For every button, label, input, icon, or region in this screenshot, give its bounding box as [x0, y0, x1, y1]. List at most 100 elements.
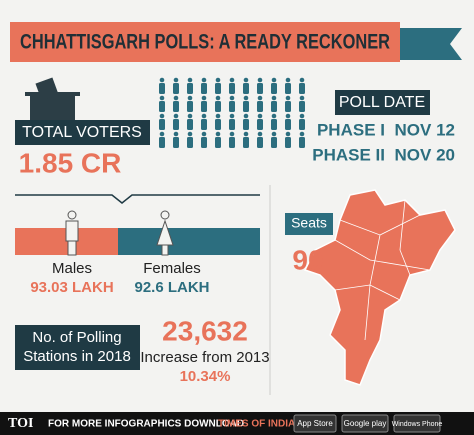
person-icon	[159, 113, 165, 119]
male-icon	[65, 210, 79, 256]
person-icon	[159, 131, 165, 137]
females-value: 92.6 LAKH	[134, 279, 209, 296]
person-icon	[201, 131, 207, 137]
person-icon	[159, 95, 165, 101]
person-icon	[187, 101, 193, 112]
person-icon	[187, 83, 193, 94]
person-icon	[229, 95, 235, 101]
person-icon	[285, 95, 291, 101]
person-icon	[215, 137, 221, 148]
polling-label: Stations in 2018	[23, 348, 131, 365]
polling-label: No. of Polling	[32, 329, 121, 346]
person-icon	[271, 137, 277, 148]
store-badge[interactable]	[393, 414, 441, 433]
person-icon	[173, 137, 179, 148]
state-map	[303, 189, 456, 386]
footer-text: FOR MORE INFOGRAPHICS DOWNLOAD	[48, 419, 244, 430]
person-icon	[201, 137, 207, 148]
person-icon	[285, 131, 291, 137]
polling-value: 23,632	[162, 315, 248, 346]
increase-value: 10.34%	[180, 368, 231, 385]
person-icon	[271, 77, 277, 83]
person-icon	[159, 77, 165, 83]
person-icon	[299, 83, 305, 94]
person-icon	[215, 83, 221, 94]
person-icon	[285, 101, 291, 112]
people-grid	[159, 77, 305, 148]
person-icon	[257, 137, 263, 148]
person-icon	[257, 77, 263, 83]
person-icon	[215, 131, 221, 137]
person-icon	[187, 137, 193, 148]
person-icon	[257, 119, 263, 130]
polling-label-box	[15, 325, 140, 370]
person-icon	[173, 131, 179, 137]
person-icon	[229, 119, 235, 130]
poll-date-title: POLL DATE	[339, 94, 425, 111]
seats-label-box	[285, 213, 333, 235]
person-icon	[285, 113, 291, 119]
person-icon	[215, 101, 221, 112]
voters-value: 1.85 CR	[19, 147, 122, 178]
person-icon	[229, 101, 235, 112]
store-label[interactable]: Windows Phone	[392, 421, 443, 428]
person-icon	[173, 95, 179, 101]
females-label: Females	[143, 260, 201, 277]
person-icon	[159, 101, 165, 112]
person-icon	[187, 113, 193, 119]
person-icon	[243, 137, 249, 148]
voters-label-box	[15, 120, 150, 145]
person-icon	[215, 77, 221, 83]
person-icon	[257, 131, 263, 137]
person-icon	[201, 119, 207, 130]
person-icon	[187, 131, 193, 137]
person-icon	[243, 131, 249, 137]
footer-logo: TOI	[8, 416, 33, 431]
phase-date: NOV 20	[395, 145, 455, 164]
person-icon	[299, 95, 305, 101]
person-icon	[271, 83, 277, 94]
person-icon	[201, 113, 207, 119]
person-icon	[299, 113, 305, 119]
person-icon	[173, 101, 179, 112]
person-icon	[271, 119, 277, 130]
person-icon	[201, 77, 207, 83]
person-icon	[243, 113, 249, 119]
person-icon	[243, 83, 249, 94]
person-icon	[243, 119, 249, 130]
store-label[interactable]: Google play	[344, 419, 387, 428]
person-icon	[271, 95, 277, 101]
person-icon	[299, 77, 305, 83]
person-icon	[299, 119, 305, 130]
person-icon	[173, 113, 179, 119]
store-label[interactable]: App Store	[297, 419, 333, 428]
person-icon	[215, 95, 221, 101]
person-icon	[159, 83, 165, 94]
person-icon	[271, 101, 277, 112]
person-icon	[285, 119, 291, 130]
female-icon	[156, 210, 174, 256]
females-bar	[118, 228, 260, 255]
males-label: Males	[52, 260, 92, 277]
person-icon	[257, 113, 263, 119]
person-icon	[201, 95, 207, 101]
map-districts	[334, 199, 431, 341]
ballot-icon	[25, 77, 80, 120]
person-icon	[173, 119, 179, 130]
person-icon	[229, 113, 235, 119]
phase-name: PHASE II	[312, 145, 385, 164]
person-icon	[173, 83, 179, 94]
person-icon	[215, 113, 221, 119]
seats-value: 90	[292, 244, 323, 275]
person-icon	[285, 137, 291, 148]
person-icon	[229, 83, 235, 94]
store-badge[interactable]	[293, 414, 337, 433]
person-icon	[229, 77, 235, 83]
poll-date-box	[335, 90, 430, 115]
person-icon	[285, 83, 291, 94]
store-badge[interactable]	[341, 414, 389, 433]
voters-label: TOTAL VOTERS	[22, 124, 142, 141]
person-icon	[243, 101, 249, 112]
separator	[15, 194, 260, 204]
title: CHHATTISGARH POLLS: A READY RECKONER	[20, 31, 390, 54]
